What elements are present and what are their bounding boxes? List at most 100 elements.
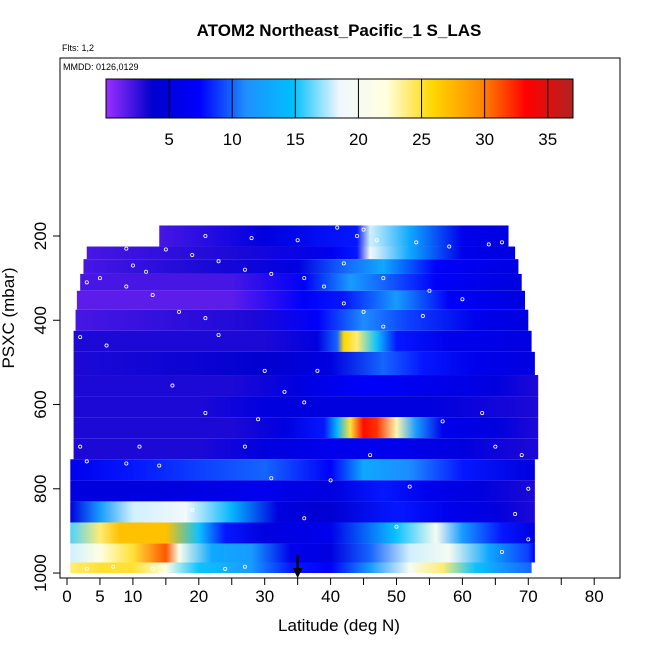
sample-point [361,227,366,232]
heatmap-band [159,225,509,247]
colorbar-tick-label: 25 [412,130,431,149]
colorbar: 5 10 15 20 25 30 35 [105,78,574,149]
y-axis: 200 400 600 800 1000 [31,222,60,592]
sample-point [499,240,504,245]
colorbar-tick-label: 5 [164,130,173,149]
sample-point [361,309,366,314]
heatmap-band [73,396,539,418]
y-axis-label: PSXC (mbar) [0,267,18,368]
sample-point [97,276,102,281]
sample-point [341,301,346,306]
sample-point [78,444,83,449]
heatmap-band [73,351,535,376]
sample-point [315,368,320,373]
x-tick-label: 60 [453,587,472,606]
sample-point [150,566,155,571]
sample-point [78,335,83,340]
colorbar-tick-label: 15 [286,130,305,149]
sample-point [394,524,399,529]
sample-point-layer [78,225,531,571]
sample-point [124,246,129,251]
sample-point [84,280,89,285]
sample-point [440,419,445,424]
y-tick-label: 1000 [31,554,50,592]
x-tick-label: 20 [189,587,208,606]
dates-label: MMDD: 0126,0129 [63,62,139,72]
sample-point [374,238,379,243]
sample-point [216,333,221,338]
colorbar-tick-label: 30 [475,130,494,149]
latitude-marker [292,555,303,578]
colorbar-frame [105,78,574,119]
heatmap-band [70,522,535,544]
x-axis: 0 5 10 20 30 40 50 60 70 80 [62,578,604,606]
sample-point [262,368,267,373]
heatmap-band [70,562,532,574]
sample-point [414,240,419,245]
y-tick-label: 400 [31,306,50,334]
latitude-marker-arrowhead [292,568,303,578]
sample-point [124,284,129,289]
sample-point [302,276,307,281]
sample-point [249,236,254,241]
sample-point [269,271,274,276]
x-tick-label: 5 [95,587,104,606]
sample-point [519,453,524,458]
sample-point [407,484,412,489]
sample-point [111,564,116,569]
sample-point [480,410,485,415]
sample-point [526,537,531,542]
sample-point [177,309,182,314]
sample-point [499,549,504,554]
sample-point [354,233,359,238]
chart-title: ATOM2 Northeast_Pacific_1 S_LAS [197,21,482,40]
sample-point [368,453,373,458]
x-tick-label: 70 [519,587,538,606]
sample-point [84,566,89,571]
colorbar-tick-label: 10 [223,130,242,149]
x-tick-label: 80 [585,587,604,606]
sample-point [420,314,425,319]
colorbar-tick-label: 20 [349,130,368,149]
sample-point [335,225,340,230]
heatmap-band [70,480,535,502]
sample-point [341,261,346,266]
flights-label: Flts: 1,2 [62,43,94,53]
heatmap-band [70,501,535,523]
sample-point [223,566,228,571]
sample-point [460,297,465,302]
sample-point [493,444,498,449]
sample-point [381,276,386,281]
colorbar-tick-label: 35 [538,130,557,149]
sample-point [124,461,129,466]
heatmap-band [73,330,532,352]
sample-point [203,233,208,238]
y-tick-label: 200 [31,222,50,250]
sample-point [302,516,307,521]
heatmap-band [73,375,539,397]
sample-point [144,269,149,274]
x-tick-label: 50 [387,587,406,606]
sample-point [302,400,307,405]
heatmap-band [70,543,535,563]
sample-point [526,486,531,491]
sample-point [216,259,221,264]
sample-point [137,444,142,449]
sample-point [486,242,491,247]
heatmap-band [80,273,522,291]
sample-point [130,263,135,268]
sample-point [269,476,274,481]
sample-point [163,247,168,252]
heatmap-band [83,259,519,274]
sample-point [203,316,208,321]
colorbar-fill [106,79,573,118]
y-tick-label: 600 [31,390,50,418]
x-tick-label: 10 [123,587,142,606]
sample-point [242,564,247,569]
x-tick-label: 30 [255,587,274,606]
x-tick-label: 40 [321,587,340,606]
heatmap-band [75,309,529,331]
heatmap-band [73,417,539,439]
sample-point [447,244,452,249]
